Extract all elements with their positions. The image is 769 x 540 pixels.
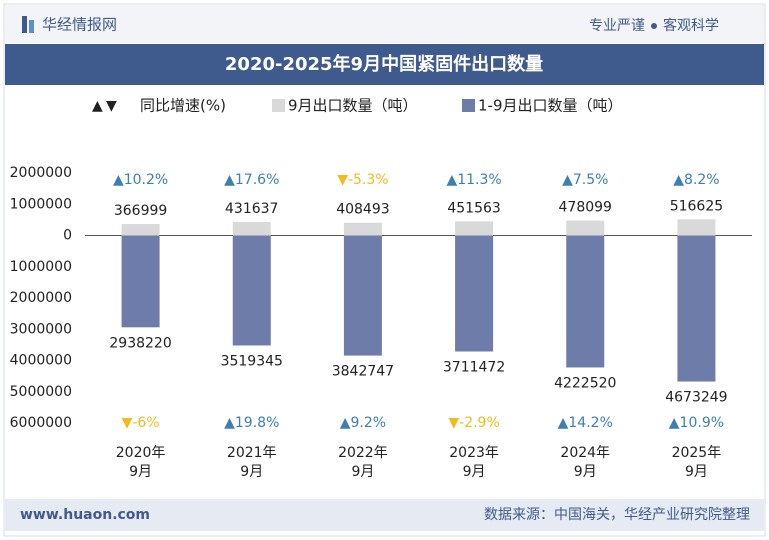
value-label: 516625 [670, 198, 723, 214]
x-tick-label: 2021年 9月 [226, 445, 277, 480]
x-tick-label: 2024年 9月 [560, 445, 611, 480]
growth-label: ▼-5.3% [337, 172, 388, 188]
legend-marker: ▼ [106, 98, 117, 114]
growth-label: ▲10.9% [669, 415, 724, 431]
value-label: 366999 [114, 203, 167, 219]
y-tick-label: 3000000 [10, 321, 72, 337]
source: 数据来源：中国海关，华经产业研究院整理 [484, 507, 750, 523]
growth-label: ▲9.2% [340, 415, 386, 431]
value-label: 408493 [336, 202, 389, 218]
growth-label: ▲8.2% [673, 172, 719, 188]
growth-label: ▲14.2% [558, 415, 613, 431]
bar [343, 235, 382, 356]
x-tick-label: 2025年 9月 [671, 445, 722, 480]
y-tick-label: 0 [63, 228, 72, 244]
x-tick-label: 2022年 9月 [338, 445, 388, 480]
legend-swatch [462, 99, 475, 112]
footer-bar [5, 499, 764, 531]
growth-label: ▲19.8% [224, 415, 279, 431]
tagline: 客观科学 [663, 17, 719, 34]
logo-icon [22, 16, 27, 33]
x-tick-label: 2023年 9月 [449, 445, 499, 480]
legend-label: 同比增速(%) [140, 97, 226, 115]
separator-dot [651, 23, 657, 29]
value-label: 3711472 [443, 359, 505, 375]
header-bar [5, 5, 764, 43]
website: www.huaon.com [20, 507, 150, 523]
growth-label: ▲17.6% [224, 172, 279, 188]
y-tick-label: 5000000 [10, 384, 72, 400]
value-label: 3842747 [332, 364, 394, 380]
legend-swatch [272, 99, 285, 112]
bar [677, 219, 716, 236]
value-label: 431637 [225, 201, 278, 217]
legend-label: 9月出口数量（吨） [288, 97, 418, 115]
growth-label: ▲7.5% [562, 172, 608, 188]
frame [3, 3, 766, 537]
y-tick-label: 6000000 [10, 415, 72, 431]
bar [232, 235, 271, 346]
bar [455, 235, 494, 352]
bar [566, 220, 605, 236]
legend-label: 1-9月出口数量（吨） [478, 97, 623, 115]
value-label: 2938220 [109, 335, 171, 351]
bar [121, 235, 160, 328]
bar [232, 222, 271, 236]
value-label: 478099 [559, 200, 612, 216]
bar [343, 222, 382, 236]
value-label: 451563 [447, 200, 500, 216]
y-tick-label: 4000000 [10, 353, 72, 369]
bar [677, 235, 716, 382]
growth-label: ▼-2.9% [448, 415, 499, 431]
value-label: 4222520 [554, 375, 616, 391]
logo-icon [29, 20, 34, 33]
x-tick-label: 2020年 9月 [115, 445, 166, 480]
y-tick-label: 1000000 [10, 259, 72, 275]
tagline: 专业严谨 [589, 18, 645, 34]
title-bar [5, 44, 764, 85]
growth-label: ▼-6% [122, 415, 160, 431]
y-tick-label: 2000000 [10, 165, 72, 181]
growth-label: ▲11.3% [446, 172, 501, 188]
y-tick-label: 2000000 [10, 290, 72, 306]
bar [455, 221, 494, 236]
value-label: 3519345 [221, 353, 283, 369]
bar [566, 235, 605, 368]
chart-title: 2020-2025年9月中国紧固件出口数量 [225, 53, 543, 75]
y-tick-label: 1000000 [10, 196, 72, 212]
brand: 华经情报网 [42, 16, 117, 34]
bar [121, 224, 160, 236]
growth-label: ▲10.2% [113, 172, 168, 188]
legend-marker: ▲ [92, 98, 103, 114]
value-label: 4673249 [665, 390, 727, 406]
